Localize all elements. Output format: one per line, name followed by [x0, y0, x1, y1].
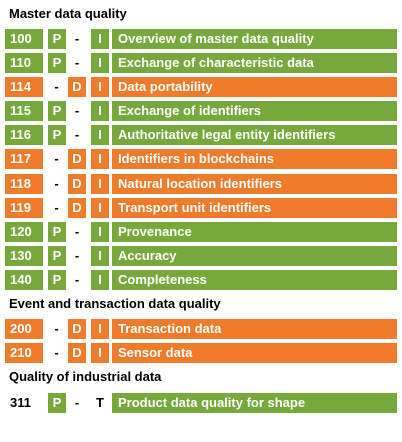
row-p-flag: -	[54, 151, 59, 166]
row-number: 200	[5, 319, 43, 339]
row-i-flag: I	[91, 29, 109, 49]
row-title: Accuracy	[112, 246, 397, 266]
row-number: 120	[5, 222, 43, 242]
row-d-flag: -	[74, 103, 80, 118]
row-d-flag: -	[74, 31, 80, 46]
row-title: Overview of master data quality	[112, 29, 397, 49]
row-title: Sensor data	[112, 343, 397, 363]
row-number: 110	[5, 53, 43, 73]
table-row: 115 P - I Exchange of identifiers	[5, 101, 397, 121]
section-heading-master: Master data quality	[9, 6, 127, 21]
table-row: 119- D I Transport unit identifiers	[5, 198, 397, 218]
row-p-flag: -	[54, 321, 59, 336]
row-i-flag: I	[91, 270, 109, 290]
row-d-flag: -	[74, 224, 80, 239]
row-i-flag: I	[91, 149, 109, 169]
table-row: 130 P - I Accuracy	[5, 246, 397, 266]
row-number: 311	[10, 395, 31, 410]
table-row: 311 P - T Product data quality for shape	[5, 393, 397, 413]
table-row: 116 P - I Authoritative legal entity identif…	[5, 125, 397, 145]
table-row: 100 P - I Overview of master data quality	[5, 29, 397, 49]
table-row: 117- D I Identifiers in blockchains	[5, 149, 397, 169]
row-i-flag: I	[91, 343, 109, 363]
row-d-flag: -	[74, 395, 80, 410]
row-title: Product data quality for shape	[112, 393, 397, 413]
row-p-flag: -	[54, 79, 59, 94]
section-heading-industrial: Quality of industrial data	[9, 369, 162, 384]
row-number: 117	[5, 149, 43, 169]
row-title: Completeness	[112, 270, 397, 290]
row-number: 116	[5, 125, 43, 145]
row-p-flag: P	[48, 270, 66, 290]
row-number: 115	[5, 101, 43, 121]
section-heading-event: Event and transaction data quality	[9, 296, 221, 311]
row-title: Provenance	[112, 222, 397, 242]
row-number: 140	[5, 270, 43, 290]
table-row: 114- D I Data portability	[5, 77, 397, 97]
row-number: 118	[5, 174, 43, 194]
row-i-flag: I	[91, 174, 109, 194]
row-number: 100	[5, 29, 43, 49]
row-p-flag: P	[48, 393, 66, 413]
row-title: Transport unit identifiers	[112, 198, 397, 218]
row-d-flag: D	[68, 77, 86, 97]
row-title: Identifiers in blockchains	[112, 149, 397, 169]
row-i-flag: T	[96, 395, 104, 410]
row-number: 130	[5, 246, 43, 266]
row-title: Natural location identifiers	[112, 174, 397, 194]
row-p-flag: -	[54, 176, 59, 191]
row-i-flag: I	[91, 101, 109, 121]
row-d-flag: D	[68, 149, 86, 169]
row-d-flag: D	[68, 198, 86, 218]
row-i-flag: I	[91, 53, 109, 73]
row-p-flag: -	[54, 200, 59, 215]
row-i-flag: I	[91, 125, 109, 145]
row-number: 119	[5, 198, 43, 218]
row-p-flag: P	[48, 101, 66, 121]
table-row: 120 P - I Provenance	[5, 222, 397, 242]
table-row: 200- D I Transaction data	[5, 319, 397, 339]
row-d-flag: D	[68, 319, 86, 339]
row-title: Exchange of characteristic data	[112, 53, 397, 73]
row-p-flag: P	[48, 53, 66, 73]
row-i-flag: I	[91, 246, 109, 266]
row-i-flag: I	[91, 222, 109, 242]
row-d-flag: -	[74, 55, 80, 70]
table-row: 110 P - I Exchange of characteristic data	[5, 53, 397, 73]
table-row: 210- D I Sensor data	[5, 343, 397, 363]
row-d-flag: -	[74, 272, 80, 287]
row-i-flag: I	[91, 198, 109, 218]
row-p-flag: P	[48, 222, 66, 242]
row-p-flag: P	[48, 29, 66, 49]
table-row: 118- D I Natural location identifiers	[5, 174, 397, 194]
row-number: 210	[5, 343, 43, 363]
row-title: Data portability	[112, 77, 397, 97]
row-d-flag: D	[68, 174, 86, 194]
row-title: Exchange of identifiers	[112, 101, 397, 121]
row-d-flag: -	[74, 248, 80, 263]
row-d-flag: D	[68, 343, 86, 363]
row-p-flag: -	[54, 345, 59, 360]
row-title: Transaction data	[112, 319, 397, 339]
row-i-flag: I	[91, 319, 109, 339]
row-d-flag: -	[74, 127, 80, 142]
row-i-flag: I	[91, 77, 109, 97]
table-row: 140 P - I Completeness	[5, 270, 397, 290]
row-p-flag: P	[48, 246, 66, 266]
row-number: 114	[5, 77, 43, 97]
row-title: Authoritative legal entity identifiers	[112, 125, 397, 145]
row-p-flag: P	[48, 125, 66, 145]
